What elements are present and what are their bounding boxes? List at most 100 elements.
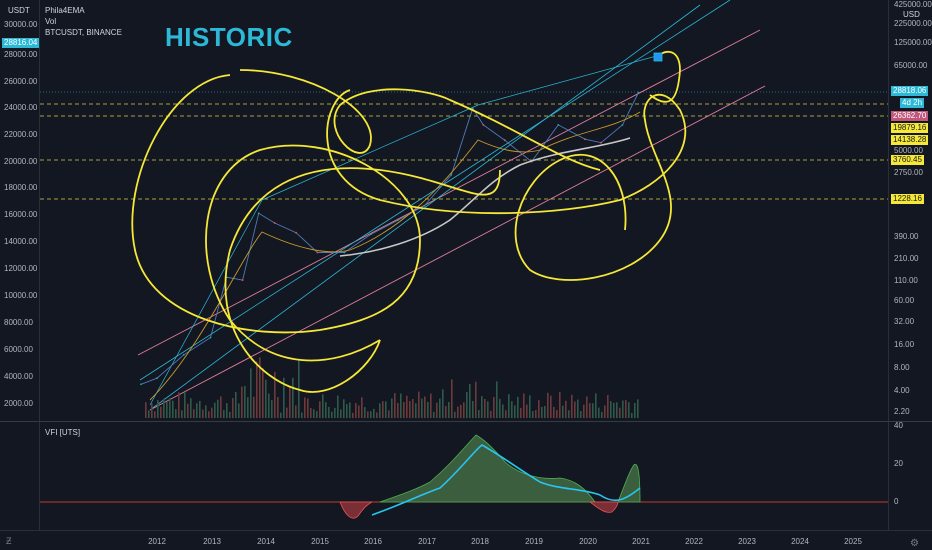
volume-bar: [241, 386, 243, 418]
price-point: [396, 219, 399, 222]
volume-bar: [421, 398, 423, 418]
volume-bar: [586, 396, 588, 418]
volume-bar: [163, 398, 165, 418]
historic-annotation[interactable]: HISTORIC: [165, 22, 293, 52]
volume-bar: [247, 397, 249, 418]
left-tick: 20000.00: [4, 157, 38, 166]
volume-bar: [355, 403, 357, 418]
volume-bar: [148, 410, 150, 418]
channel-ray[interactable]: [149, 199, 263, 406]
volume-bar: [523, 393, 525, 418]
volume-bar: [436, 402, 438, 418]
volume-bar: [361, 397, 363, 418]
volume-bar: [484, 398, 486, 418]
volume-bar: [634, 402, 636, 418]
channel-lower-pink[interactable]: [149, 85, 766, 411]
price-point: [471, 107, 474, 110]
volume-bar: [286, 407, 288, 418]
volume-bar: [181, 410, 183, 418]
left-tick: 4000.00: [4, 372, 33, 381]
drawing-loop[interactable]: [224, 167, 501, 393]
price-point: [273, 222, 276, 224]
volume-bar: [475, 381, 477, 418]
vfi-pane-label[interactable]: VFI [UTS]: [45, 428, 81, 437]
volume-bar: [235, 391, 237, 418]
level-badge[interactable]: 26362.70: [891, 111, 929, 121]
volume-bar: [625, 400, 627, 418]
left-tick: 14000.00: [4, 237, 38, 246]
volume-bar: [319, 401, 321, 418]
volume-bar: [229, 411, 231, 418]
level-badge[interactable]: 19879.16: [891, 123, 929, 133]
volume-bar: [400, 393, 402, 418]
price-point: [423, 204, 426, 207]
volume-bar: [619, 407, 621, 418]
channel-ray[interactable]: [477, 54, 661, 106]
volume-bar: [427, 401, 429, 418]
price-point: [343, 251, 346, 254]
right-axis-divider: [888, 0, 889, 530]
vfi-negative-area: [339, 501, 619, 519]
volume-bar: [310, 407, 312, 418]
channel-mid-cyan[interactable]: [149, 4, 701, 411]
volume-bar: [145, 402, 147, 418]
volume-bar: [532, 411, 534, 418]
last-price-badge-left[interactable]: 28816.04: [2, 38, 40, 48]
indicator-name[interactable]: Vol: [45, 17, 57, 26]
drawing-loop[interactable]: [649, 50, 681, 103]
drawing-loop[interactable]: [326, 89, 687, 281]
price-point: [316, 251, 319, 254]
gear-icon[interactable]: ⚙: [910, 538, 919, 549]
volume-bar: [448, 401, 450, 418]
drawing-loop[interactable]: [239, 69, 601, 171]
right-tick: 2750.00: [894, 168, 923, 177]
volume-bar: [370, 411, 372, 418]
channel-upper-pink[interactable]: [137, 29, 761, 356]
last-price-badge-right[interactable]: 28818.06: [891, 86, 929, 96]
volume-bar: [598, 407, 600, 418]
price-point: [482, 124, 485, 126]
level-badge[interactable]: 3760.45: [891, 155, 924, 165]
indicator-name[interactable]: Phila4EMA: [45, 6, 85, 15]
price-point: [182, 353, 185, 356]
freehand-drawings[interactable]: [131, 50, 687, 393]
volume-bar: [298, 359, 300, 418]
volume-bar: [430, 393, 432, 418]
pane-divider[interactable]: [0, 421, 932, 422]
left-tick: 22000.00: [4, 130, 38, 139]
volume-bar: [592, 403, 594, 418]
projection-box[interactable]: [653, 52, 663, 62]
volume-bar: [226, 403, 228, 418]
volume-bar: [562, 405, 564, 418]
volume-bar: [490, 410, 492, 418]
left-axis-divider: [39, 0, 40, 530]
channel-ray[interactable]: [261, 104, 479, 201]
volume-bar: [244, 385, 246, 418]
symbol-label[interactable]: BTCUSDT, BINANCE: [45, 28, 122, 37]
volume-bar: [187, 403, 189, 418]
right-tick: 60.00: [894, 296, 915, 305]
volume-bar: [589, 403, 591, 418]
price-point: [621, 124, 624, 126]
volume-bar: [184, 391, 186, 418]
volume-bar: [607, 395, 609, 418]
volume-bar: [364, 407, 366, 418]
vfi-tick: 40: [894, 421, 903, 430]
right-currency-label[interactable]: USD: [903, 10, 920, 19]
left-currency-label[interactable]: USDT: [8, 6, 30, 15]
volume-bar: [328, 406, 330, 418]
volume-bar: [172, 400, 174, 418]
volume-bar: [253, 396, 255, 418]
drawing-loop[interactable]: [131, 74, 421, 362]
volume-bars: [145, 357, 639, 418]
volume-bar: [220, 396, 222, 418]
time-axis-divider: [0, 530, 932, 531]
level-badge[interactable]: 1228.16: [891, 194, 924, 204]
volume-bar: [166, 402, 168, 418]
volume-bar: [595, 393, 597, 418]
level-badge[interactable]: 14138.28: [891, 135, 929, 145]
volume-bar: [571, 394, 573, 418]
timezone-icon[interactable]: Ƶ: [6, 536, 12, 546]
volume-bar: [424, 396, 426, 418]
candle-countdown: 4d 2h: [900, 98, 925, 108]
